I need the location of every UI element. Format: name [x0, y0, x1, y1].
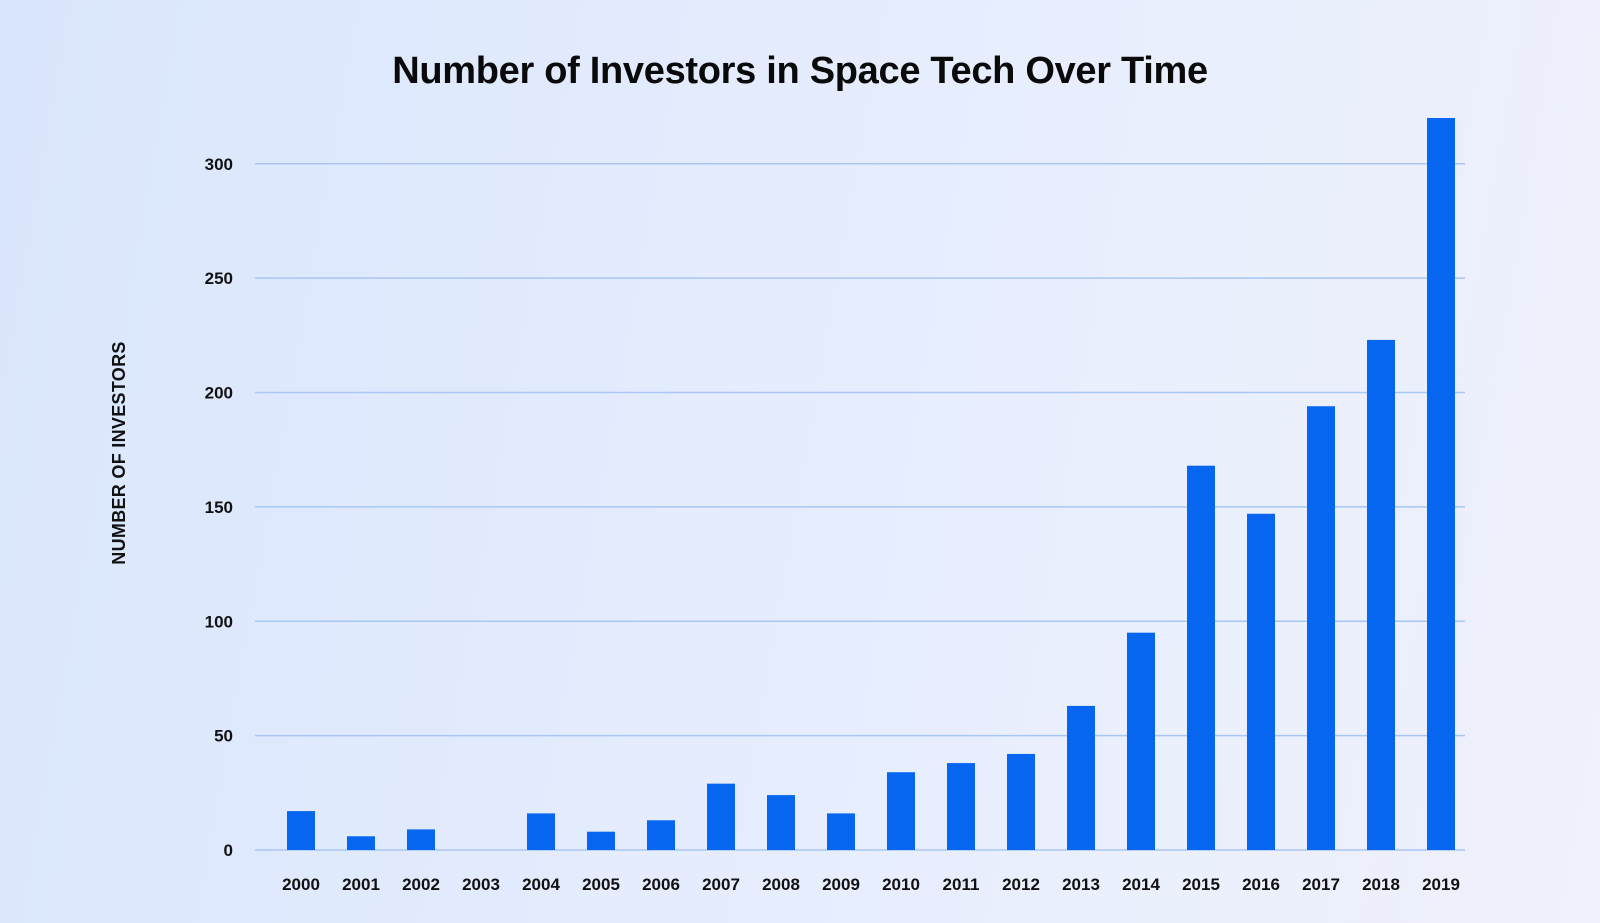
x-tick-label: 2008	[762, 875, 800, 894]
bar-2001	[347, 836, 375, 850]
chart-title: Number of Investors in Space Tech Over T…	[392, 50, 1208, 92]
x-tick-label: 2012	[1002, 875, 1040, 894]
x-tick-label: 2017	[1302, 875, 1340, 894]
bar-2016	[1247, 513, 1275, 850]
x-tick-label: 2004	[522, 875, 560, 894]
bar-2006	[647, 820, 675, 850]
x-tick-label: 2005	[582, 875, 620, 894]
x-axis-ticks: 2000 2001 2002 2003 2004 2005 2006 2007 2008 2009…	[282, 875, 1460, 894]
bar-2007	[707, 783, 735, 850]
x-tick-label: 2002	[402, 875, 440, 894]
bar-2005	[587, 831, 615, 850]
bar-2004	[527, 813, 555, 850]
y-axis-label: NUMBER OF INVESTORS	[109, 341, 129, 564]
bar-2018	[1367, 339, 1395, 850]
bar-2009	[827, 813, 855, 850]
bars	[287, 118, 1455, 850]
bar-2019	[1427, 118, 1455, 850]
x-tick-label: 2018	[1362, 875, 1400, 894]
bar-2014	[1127, 632, 1155, 850]
x-tick-label: 2001	[342, 875, 380, 894]
y-axis-ticks: 0 50 100 150 200 250 300	[205, 155, 233, 860]
grid-lines	[255, 163, 1465, 851]
x-tick-label: 2019	[1422, 875, 1460, 894]
bar-2010	[887, 772, 915, 850]
bar-2015	[1187, 465, 1215, 850]
y-tick-label: 0	[224, 841, 233, 860]
x-tick-label: 2000	[282, 875, 320, 894]
bar-2012	[1007, 753, 1035, 850]
y-tick-label: 250	[205, 269, 233, 288]
bar-2013	[1067, 705, 1095, 850]
bar-2000	[287, 811, 315, 850]
x-tick-label: 2007	[702, 875, 740, 894]
y-tick-label: 150	[205, 498, 233, 517]
x-tick-label: 2014	[1122, 875, 1160, 894]
x-tick-label: 2011	[943, 875, 980, 894]
x-tick-label: 2009	[822, 875, 860, 894]
bar-2008	[767, 795, 795, 850]
y-tick-label: 200	[205, 384, 233, 403]
y-tick-label: 300	[205, 155, 233, 174]
y-tick-label: 100	[205, 612, 233, 631]
bar-2011	[947, 763, 975, 850]
x-tick-label: 2015	[1182, 875, 1220, 894]
y-tick-label: 50	[214, 727, 233, 746]
bar-2017	[1307, 406, 1335, 850]
x-tick-label: 2010	[882, 875, 920, 894]
x-tick-label: 2013	[1062, 875, 1100, 894]
bar-2002	[407, 829, 435, 850]
x-tick-label: 2003	[462, 875, 500, 894]
x-tick-label: 2016	[1242, 875, 1280, 894]
x-tick-label: 2006	[642, 875, 680, 894]
